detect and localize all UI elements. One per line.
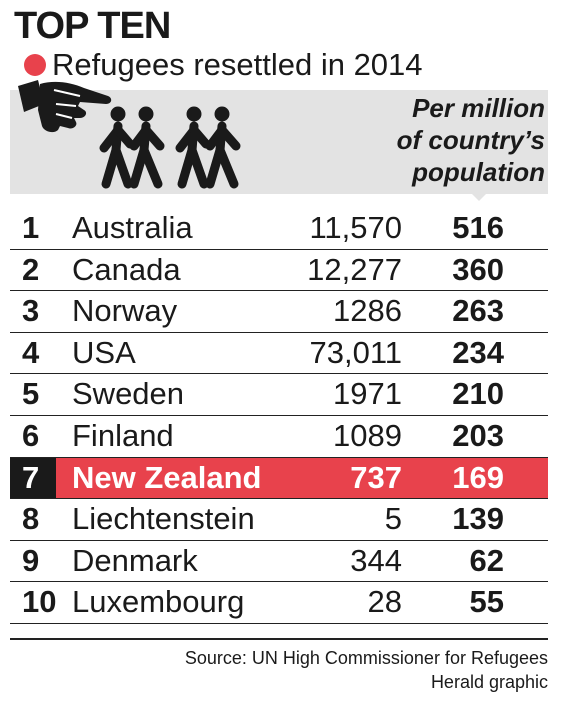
per-million-cell: 203 [452,417,504,453]
credit-text: Herald graphic [430,672,548,692]
per-million-cell: 234 [452,334,504,370]
rank-cell: 3 [22,293,40,329]
per-million-cell: 169 [452,459,504,495]
column-header-per-million: Per million of country’s population [375,92,545,188]
header-band [10,90,548,194]
table-row: 2 Canada 12,277 360 [10,250,548,292]
resettled-cell: 73,011 [309,334,402,370]
table-row: 9 Denmark 344 62 [10,541,548,583]
country-cell: Luxembourg [72,584,245,620]
country-cell: Sweden [72,376,185,412]
rank-cell: 2 [22,251,40,287]
page-title: TOP TEN [14,5,171,47]
rank-cell: 4 [22,334,40,370]
header-notch [468,190,490,201]
walking-people-icon [99,106,241,189]
table-row: 10 Luxembourg 28 55 [10,582,548,624]
table-row: 4 USA 73,011 234 [10,333,548,375]
resettled-cell: 5 [384,501,402,537]
per-million-cell: 516 [452,210,504,245]
per-million-cell: 263 [452,293,504,329]
bullet-dot-icon [24,54,46,76]
subtitle: Refugees resettled in 2014 [52,47,423,82]
per-million-cell: 210 [452,376,504,412]
country-cell: Finland [72,417,174,453]
column-header-line: population [412,157,545,187]
country-cell: Norway [72,293,178,329]
rank-cell: 5 [22,376,40,412]
resettled-cell: 737 [350,459,402,495]
table-row: 8 Liechtenstein 5 139 [10,499,548,541]
rank-cell: 10 [22,584,57,620]
ranking-table: 1 Australia 11,570 516 2 Canada 12,277 3… [10,208,548,624]
table-row: 1 Australia 11,570 516 [10,208,548,250]
source-text: Source: UN High Commissioner for Refugee… [184,648,548,668]
column-header-line: Per million [412,93,545,123]
per-million-cell: 139 [452,501,504,537]
resettled-cell: 1089 [333,417,402,453]
rank-cell: 9 [22,542,40,578]
country-cell: Liechtenstein [72,501,255,537]
table-row-highlighted: 7 New Zealand 737 169 [10,457,548,500]
footer-divider [10,638,548,640]
column-header-line: of country’s [396,125,545,155]
resettled-cell: 28 [367,584,402,620]
table-row: 6 Finland 1089 203 [10,416,548,458]
per-million-cell: 360 [452,251,504,287]
pointing-hand-icon [18,80,112,133]
resettled-cell: 12,277 [307,251,402,287]
source-note: Source: UN High Commissioner for Refugee… [185,646,548,694]
table-row: 5 Sweden 1971 210 [10,374,548,416]
per-million-cell: 62 [469,542,504,578]
resettled-cell: 344 [350,542,402,578]
resettled-cell: 11,570 [309,210,402,245]
rank-cell: 8 [22,501,40,537]
country-cell: New Zealand [72,459,262,495]
table-row: 3 Norway 1286 263 [10,291,548,333]
resettled-cell: 1286 [333,293,402,329]
per-million-cell: 55 [469,584,504,620]
country-cell: USA [72,334,136,370]
rank-cell: 7 [10,457,56,499]
country-cell: Denmark [72,542,198,578]
resettled-cell: 1971 [333,376,402,412]
rank-cell: 1 [22,210,40,245]
country-cell: Canada [72,251,181,287]
rank-cell: 6 [22,417,40,453]
country-cell: Australia [72,210,193,245]
